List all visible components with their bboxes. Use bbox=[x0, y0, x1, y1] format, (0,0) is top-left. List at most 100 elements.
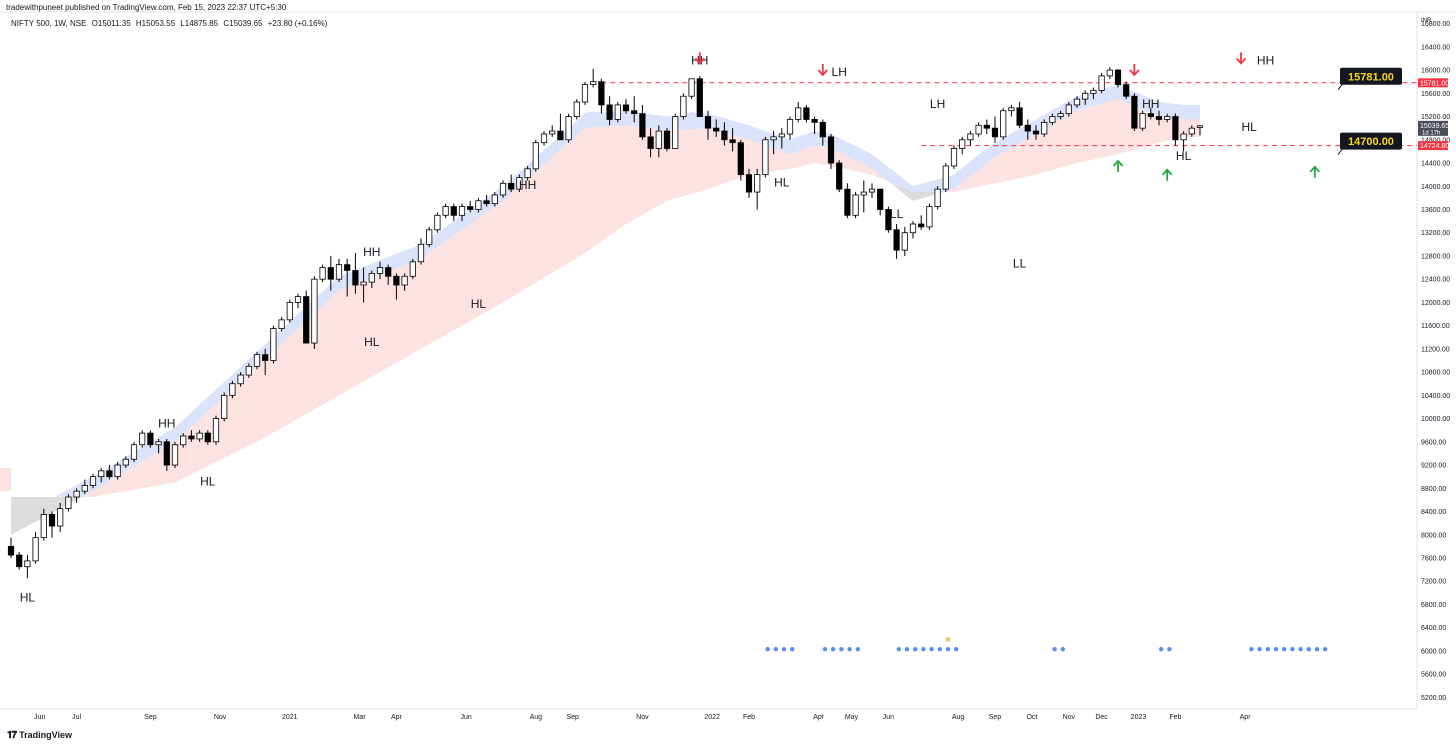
candle-bull[interactable] bbox=[868, 188, 876, 193]
candle-bull[interactable] bbox=[926, 206, 933, 228]
candle-bull[interactable] bbox=[754, 174, 761, 193]
candle-bull[interactable] bbox=[499, 182, 507, 196]
candle-bear[interactable] bbox=[7, 545, 15, 556]
candle-bull[interactable] bbox=[950, 148, 958, 167]
candle-bull[interactable] bbox=[32, 537, 39, 562]
candle-bull[interactable] bbox=[286, 302, 293, 321]
candle-bear[interactable] bbox=[737, 142, 744, 176]
candle-bull[interactable] bbox=[40, 514, 47, 539]
candle-bear[interactable] bbox=[713, 127, 720, 132]
candle-bull[interactable] bbox=[434, 214, 441, 231]
candle-bear[interactable] bbox=[844, 188, 851, 216]
candle-bear[interactable] bbox=[827, 136, 835, 164]
candle-bear[interactable] bbox=[204, 432, 211, 443]
candle-bull[interactable] bbox=[253, 354, 261, 367]
candle-bull[interactable] bbox=[1196, 125, 1204, 128]
candle-bull[interactable] bbox=[171, 444, 179, 466]
candle-bear[interactable] bbox=[1016, 107, 1023, 126]
candle-bear[interactable] bbox=[344, 264, 351, 271]
candle-bull[interactable] bbox=[795, 107, 802, 120]
candle-bear[interactable] bbox=[393, 275, 400, 286]
candle-bull[interactable] bbox=[770, 136, 777, 141]
candle-bull[interactable] bbox=[516, 177, 523, 190]
candle-bull[interactable] bbox=[975, 124, 982, 135]
candle-bear[interactable] bbox=[467, 206, 474, 210]
candle-bull[interactable] bbox=[967, 133, 974, 141]
candle-bear[interactable] bbox=[721, 130, 728, 141]
candle-bull[interactable] bbox=[573, 101, 580, 117]
candle-bull[interactable] bbox=[909, 223, 917, 234]
candle-bull[interactable] bbox=[376, 267, 384, 274]
candle-bear[interactable] bbox=[483, 200, 490, 205]
candle-bear[interactable] bbox=[631, 110, 638, 115]
candle-bear[interactable] bbox=[696, 78, 703, 117]
candle-bull[interactable] bbox=[934, 188, 941, 207]
candle-bear[interactable] bbox=[163, 441, 170, 466]
candle-bull[interactable] bbox=[778, 133, 785, 138]
candle-bull[interactable] bbox=[549, 130, 556, 135]
candlestick-series[interactable] bbox=[7, 67, 1204, 579]
candle-bull[interactable] bbox=[1139, 113, 1146, 129]
candle-bull[interactable] bbox=[180, 435, 187, 446]
candle-bear[interactable] bbox=[647, 136, 654, 149]
candle-bull[interactable] bbox=[1090, 90, 1097, 94]
candle-bull[interactable] bbox=[680, 95, 687, 117]
candle-bull[interactable] bbox=[122, 458, 129, 466]
candle-bull[interactable] bbox=[114, 464, 121, 478]
candle-bull[interactable] bbox=[401, 275, 408, 286]
candle-bull[interactable] bbox=[278, 319, 285, 329]
candle-bull[interactable] bbox=[196, 432, 203, 440]
candle-bull[interactable] bbox=[786, 119, 794, 135]
candle-bull[interactable] bbox=[155, 441, 162, 446]
candle-bear[interactable] bbox=[622, 104, 630, 112]
candle-bull[interactable] bbox=[221, 394, 228, 419]
candle-bear[interactable] bbox=[352, 270, 359, 286]
candle-bull[interactable] bbox=[442, 206, 449, 216]
candle-bear[interactable] bbox=[16, 554, 23, 568]
candle-bull[interactable] bbox=[614, 104, 621, 120]
candle-bull[interactable] bbox=[229, 383, 236, 396]
candle-bull[interactable] bbox=[73, 490, 80, 498]
candle-bull[interactable] bbox=[237, 374, 244, 385]
candle-bull[interactable] bbox=[1164, 116, 1171, 120]
candle-bear[interactable] bbox=[262, 354, 269, 361]
price-axis[interactable]: 5200.00 5600.00 6000.00 6400.00 6800.00 7200.… bbox=[1418, 21, 1450, 702]
candle-bear[interactable] bbox=[557, 130, 564, 141]
candle-bear[interactable] bbox=[729, 139, 736, 144]
candle-bear[interactable] bbox=[106, 470, 113, 478]
candle-bull[interactable] bbox=[1057, 113, 1064, 117]
price-chart[interactable]: 15781.00 14700.00 HL HH HL HH HL HH HL HH LH HL LH L… bbox=[0, 0, 1456, 726]
candle-bear[interactable] bbox=[450, 206, 457, 216]
candle-bull[interactable] bbox=[89, 476, 97, 486]
candle-bull[interactable] bbox=[458, 206, 466, 216]
candle-bull[interactable] bbox=[311, 278, 318, 344]
candle-bear[interactable] bbox=[803, 107, 810, 120]
candle-bear[interactable] bbox=[327, 267, 334, 280]
candle-bear[interactable] bbox=[836, 162, 843, 190]
candle-bear[interactable] bbox=[606, 104, 613, 120]
time-axis[interactable]: Jun Jul Sep Nov 2021 Mar Apr Jun Aug Sep Nov 2022 Fe… bbox=[34, 714, 1251, 721]
candle-bear[interactable] bbox=[663, 130, 671, 149]
candle-bull[interactable] bbox=[491, 194, 498, 205]
candle-bull[interactable] bbox=[294, 296, 302, 303]
candle-bull[interactable] bbox=[1180, 133, 1187, 141]
candle-bull[interactable] bbox=[860, 191, 867, 196]
candle-bull[interactable] bbox=[581, 84, 589, 103]
candle-bull[interactable] bbox=[1188, 127, 1195, 135]
candle-bull[interactable] bbox=[540, 133, 548, 144]
candle-bull[interactable] bbox=[245, 365, 252, 376]
candle-bear[interactable] bbox=[1024, 124, 1031, 132]
candle-bear[interactable] bbox=[704, 116, 712, 129]
candle-bear[interactable] bbox=[508, 182, 515, 190]
candle-bear[interactable] bbox=[991, 127, 999, 138]
candle-bull[interactable] bbox=[762, 139, 769, 176]
candle-bear[interactable] bbox=[885, 209, 892, 231]
candle-bull[interactable] bbox=[24, 560, 31, 568]
candle-bull[interactable] bbox=[130, 444, 138, 460]
candle-bull[interactable] bbox=[672, 116, 679, 149]
candle-bull[interactable] bbox=[335, 264, 343, 280]
candle-bear[interactable] bbox=[1172, 116, 1179, 141]
candle-bear[interactable] bbox=[1131, 95, 1138, 129]
candle-bear[interactable] bbox=[983, 124, 990, 129]
